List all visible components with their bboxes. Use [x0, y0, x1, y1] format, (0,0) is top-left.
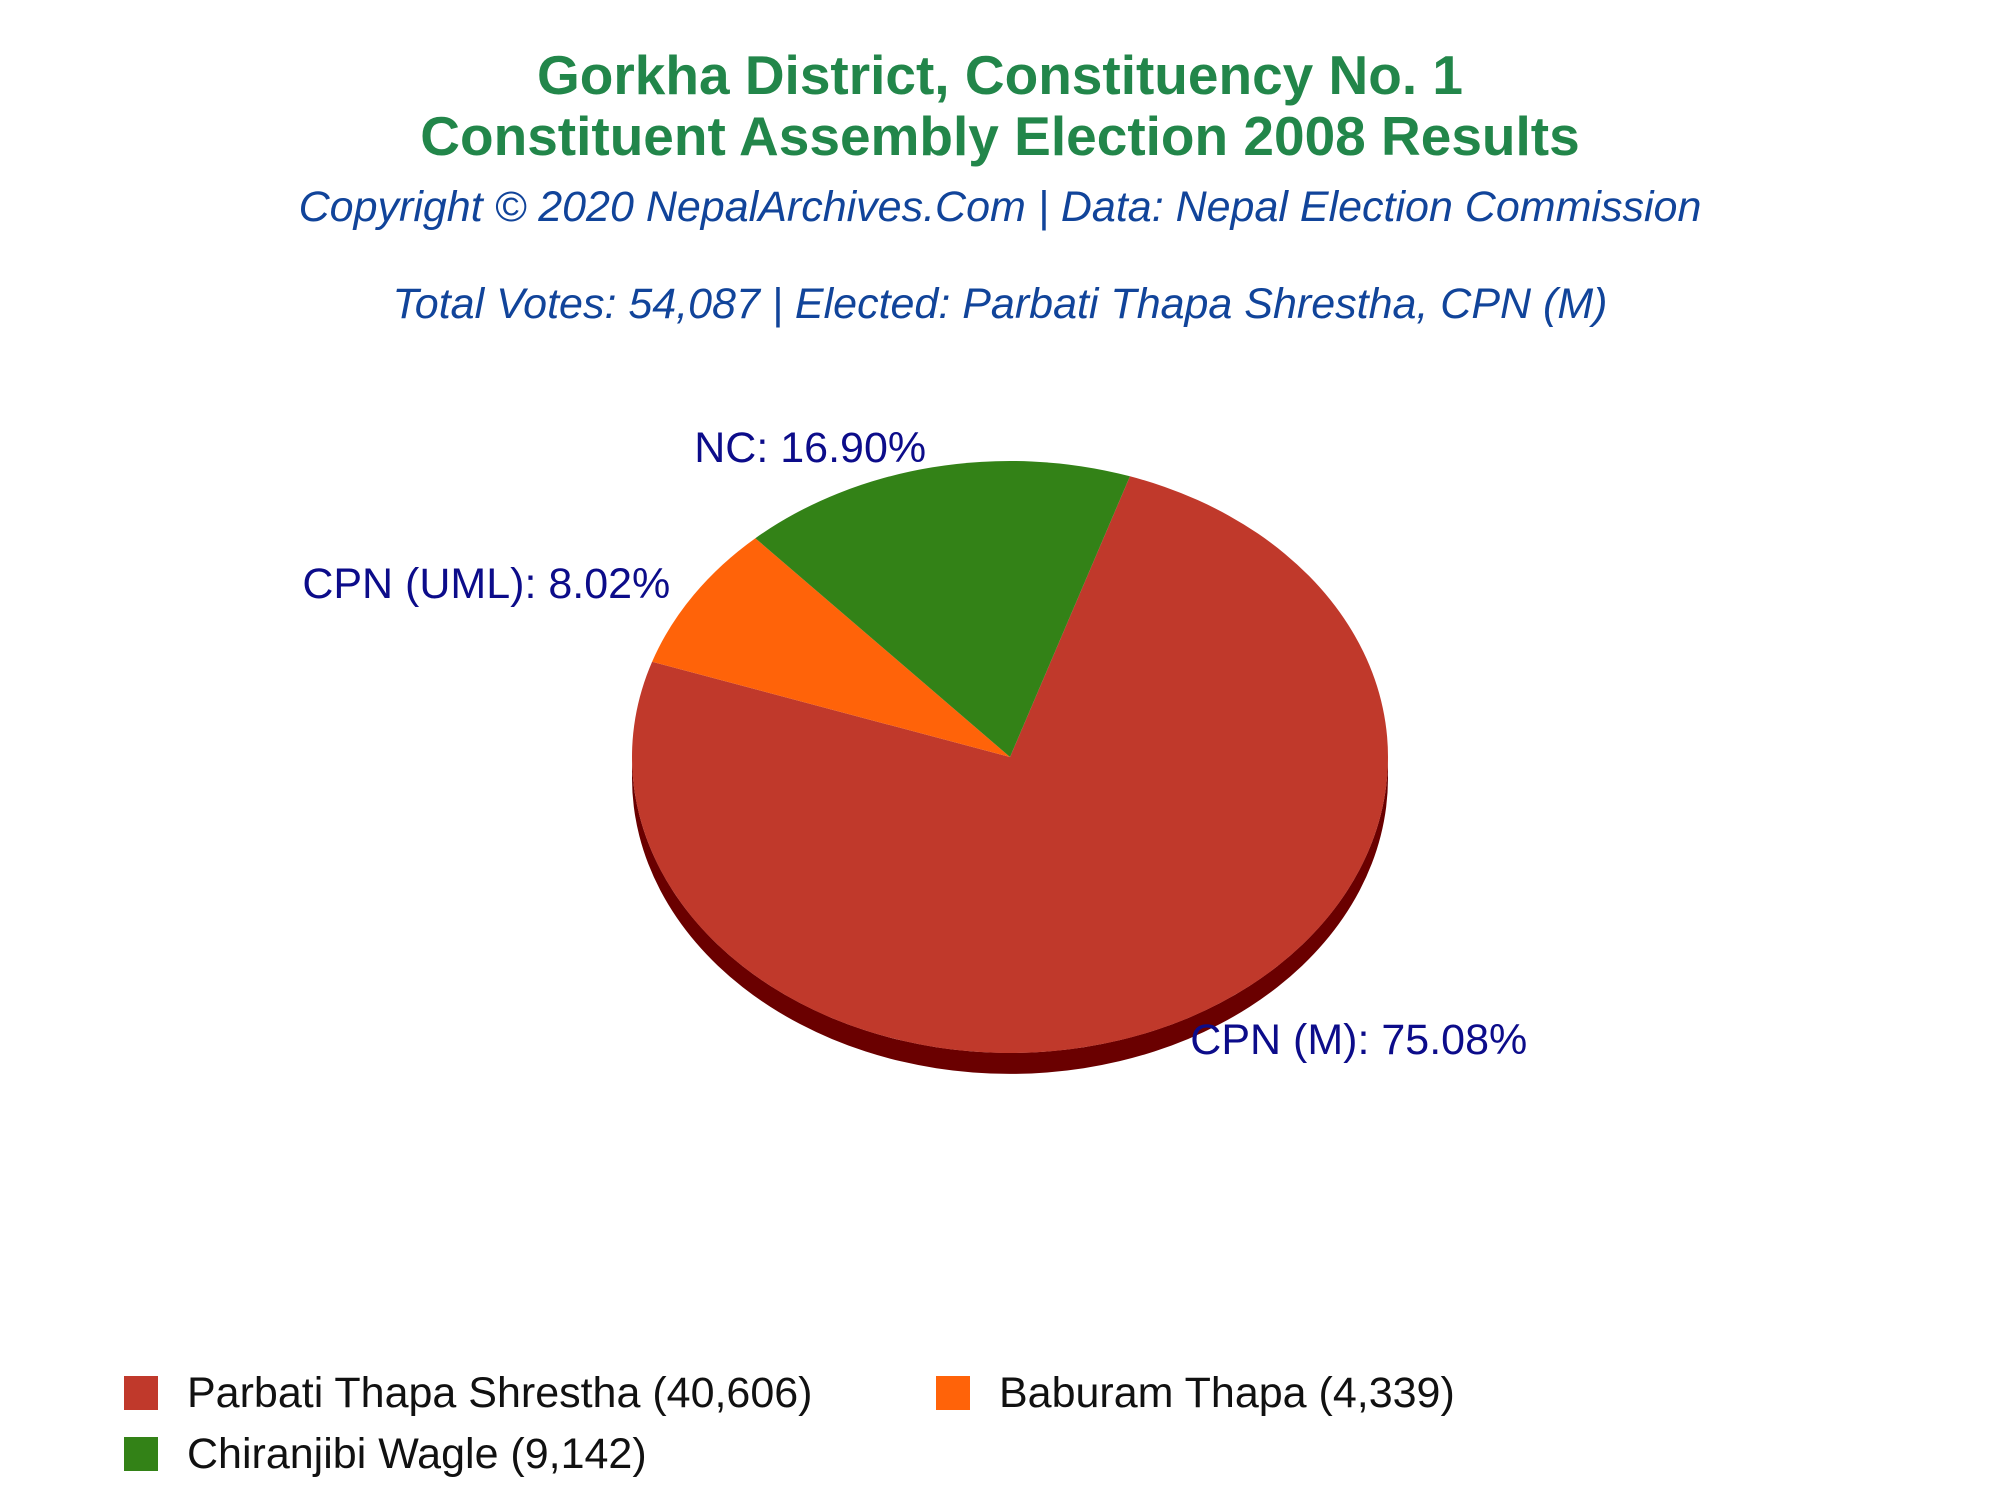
legend-label-2: Chiranjibi Wagle (9,142) — [187, 1430, 647, 1478]
legend-swatch-1 — [936, 1376, 970, 1410]
pie-slices — [631, 460, 1388, 1053]
legend-swatch-0 — [124, 1376, 158, 1410]
summary-line: Total Votes: 54,087 | Elected: Parbati T… — [392, 280, 1607, 328]
slice-label-2: NC: 16.90% — [694, 424, 926, 472]
slice-label-0: CPN (M): 75.08% — [1190, 1016, 1527, 1064]
pie-slice-1 — [652, 538, 1010, 757]
slice-labels: CPN (M): 75.08% CPN (UML): 8.02% NC: 16.90… — [302, 424, 1527, 1064]
slice-label-1: CPN (UML): 8.02% — [302, 560, 670, 608]
legend: Parbati Thapa Shrestha (40,606) Baburam T… — [124, 1369, 1455, 1478]
pie-slice-2 — [755, 460, 1130, 757]
chart-title-line-1: Gorkha District, Constituency No. 1 — [537, 44, 1463, 106]
chart-title-line-2: Constituent Assembly Election 2008 Resul… — [420, 105, 1579, 167]
legend-swatch-2 — [124, 1437, 158, 1471]
copyright-line: Copyright © 2020 NepalArchives.Com | Dat… — [299, 183, 1702, 231]
legend-label-0: Parbati Thapa Shrestha (40,606) — [187, 1369, 813, 1417]
pie-slice-0 — [631, 476, 1388, 1053]
legend-label-1: Baburam Thapa (4,339) — [999, 1369, 1455, 1417]
